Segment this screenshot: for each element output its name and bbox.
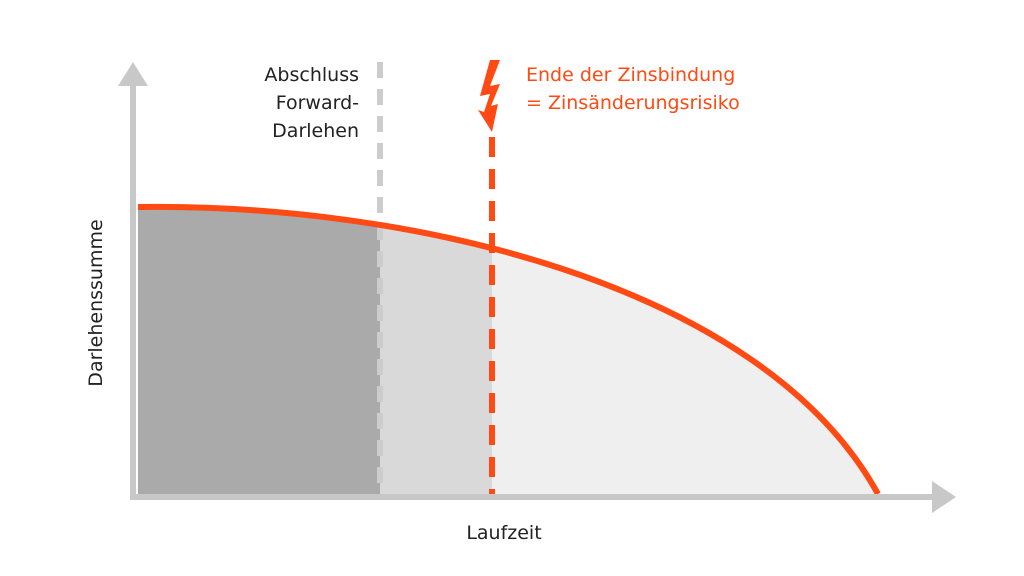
area: [138, 206, 878, 494]
end-label: Ende der Zinsbindung: [526, 64, 735, 86]
y-axis-label: Darlehenssumme: [85, 219, 107, 386]
y-arrow: [118, 62, 148, 86]
area-before: [138, 206, 380, 494]
forward-label: Forward-: [276, 92, 359, 114]
forward-label: Abschluss: [264, 64, 359, 86]
x-arrow: [932, 481, 956, 513]
lightning-icon: [478, 60, 500, 132]
end-label: = Zinsänderungsrisiko: [526, 92, 740, 114]
forward-label: Darlehen: [272, 120, 359, 142]
x-axis-label: Laufzeit: [466, 522, 541, 544]
curve: [137, 203, 881, 496]
area-forward: [380, 206, 492, 494]
